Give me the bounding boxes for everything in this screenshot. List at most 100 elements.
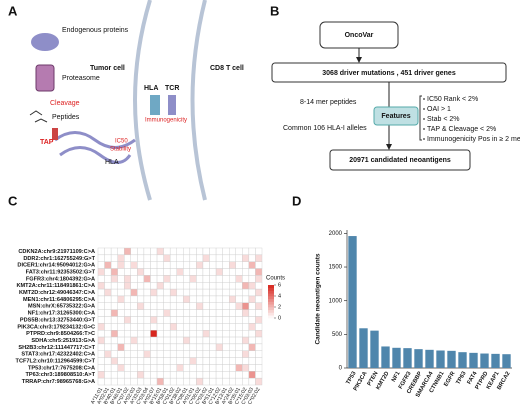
cell [143,343,151,351]
cell [209,268,217,276]
cell [222,371,230,379]
cell [202,309,210,317]
cell [228,302,236,310]
cell [183,282,191,290]
cell [255,323,263,331]
cell [97,336,105,345]
label: Endogenous proteins [62,27,129,34]
cell [97,302,105,310]
cell [124,268,131,276]
row-label: TCF7L2:chr10:112964599:C>T [16,359,96,365]
cell [176,282,184,290]
cell [176,268,184,276]
box-text: 20971 candidated neoantigens [349,157,451,164]
cell [235,316,243,324]
row-label: KMT2D:chr12:49046347:C>A [19,290,95,296]
cell [124,309,131,317]
cell [143,254,151,262]
cell [110,377,118,386]
bullet [423,118,425,120]
cell [215,288,223,297]
cell [255,254,263,262]
cell [242,330,250,338]
cell [163,275,171,283]
cell [255,309,263,317]
cell [130,268,138,276]
cell [130,288,138,297]
label: Proteasome [62,75,100,82]
colorbar-step [268,315,274,319]
cell [183,268,191,276]
cell [104,275,112,283]
cell [222,377,230,386]
cell [124,254,131,262]
cell [242,295,250,304]
cell [183,288,191,297]
cell [169,377,177,386]
cell [137,295,145,304]
cell [189,357,197,365]
cell [242,254,250,262]
box-text: Features [381,113,410,120]
cell [248,295,256,304]
cell [255,343,263,351]
cell [255,261,263,269]
cell [124,302,131,310]
cell [104,350,112,358]
bar [425,349,434,368]
cell [110,261,118,269]
cell [222,336,230,345]
cell [124,323,131,331]
cell [117,295,125,304]
cell [169,357,177,365]
cell [130,343,138,351]
cell [255,295,263,304]
cell [104,282,112,290]
peptides-icon [29,110,48,123]
cell [235,254,243,262]
cell [110,302,118,310]
tumor-membrane [133,0,152,201]
cell [150,288,158,297]
cell [202,302,210,310]
cell [183,343,191,351]
cell [183,323,191,331]
cell [215,275,223,283]
cell [137,288,145,297]
colorbar-step [268,293,274,297]
cell [169,247,177,256]
cell [130,336,138,345]
cell [97,309,105,317]
cell [189,275,197,283]
cell [130,295,138,304]
cell [228,288,236,297]
cell [215,316,223,324]
cell [130,254,138,262]
cell [228,364,236,372]
cell [169,343,177,351]
cell [110,364,118,372]
bar [392,347,401,368]
cell [183,275,191,283]
cell [176,357,184,365]
cell [215,336,223,345]
cell [97,357,105,365]
cell [255,336,263,345]
cell [137,323,145,331]
cell [228,316,236,324]
label: Stability [110,147,131,153]
y-tick-label: 0 [339,366,343,372]
cell [97,261,105,269]
cell [209,330,217,338]
panel-label: C [8,193,18,208]
box [329,149,471,171]
cell [189,343,197,351]
cell [196,288,204,297]
cell [189,268,197,276]
cell [156,254,164,262]
cell [235,309,243,317]
cell [215,254,223,262]
cell [222,254,230,262]
cell [117,247,125,256]
row-label: DDR2:chr1:162755249:G>T [23,256,95,262]
